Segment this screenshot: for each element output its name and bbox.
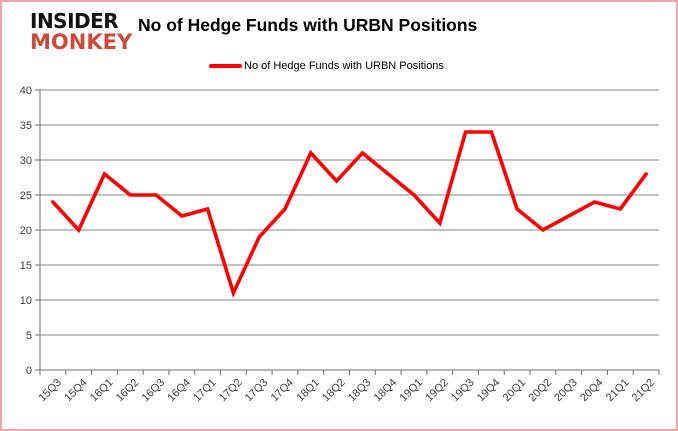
x-tick-label: 17Q4	[269, 377, 297, 405]
x-tick-label: 21Q2	[630, 377, 658, 405]
x-tick-label: 17Q2	[217, 377, 245, 405]
x-tick-label: 18Q3	[346, 377, 374, 405]
y-tick-label: 25	[20, 190, 32, 202]
y-tick-label: 40	[20, 85, 32, 97]
chart-title: No of Hedge Funds with URBN Positions	[138, 15, 478, 35]
y-tick-label: 30	[20, 155, 32, 167]
x-tick-label: 16Q1	[88, 377, 116, 405]
x-tick-label: 18Q1	[294, 377, 322, 405]
x-tick-label: 16Q2	[114, 377, 142, 405]
x-tick-label: 19Q3	[449, 377, 477, 405]
logo-text-monkey: MONKEY	[30, 30, 133, 54]
x-tick-label: 19Q2	[423, 377, 451, 405]
legend: No of Hedge Funds with URBN Positions	[209, 60, 444, 72]
x-tick-label: 18Q2	[320, 377, 348, 405]
y-tick-label: 15	[20, 260, 32, 272]
x-tick-label: 15Q4	[62, 377, 90, 405]
logo-text-insider: INSIDER	[30, 9, 119, 33]
y-tick-label: 10	[20, 295, 32, 307]
legend-line-swatch	[209, 63, 242, 69]
legend-label: No of Hedge Funds with URBN Positions	[244, 60, 444, 72]
x-tick-label: 19Q1	[398, 377, 426, 405]
x-tick-label: 19Q4	[475, 377, 503, 405]
y-tick-label: 20	[20, 225, 32, 237]
x-tick-label: 20Q3	[552, 377, 580, 405]
x-tick-label: 20Q4	[578, 377, 606, 405]
x-tick-label: 16Q4	[165, 377, 193, 405]
y-tick-label: 35	[20, 120, 32, 132]
x-tick-label: 16Q3	[140, 377, 168, 405]
x-tick-label: 20Q2	[527, 377, 555, 405]
x-tick-label: 20Q1	[501, 377, 529, 405]
insider-monkey-logo: INSIDER MONKEY	[30, 11, 132, 53]
y-tick-label: 5	[26, 330, 32, 342]
x-tick-label: 17Q1	[191, 377, 219, 405]
x-tick-label: 18Q4	[372, 377, 400, 405]
y-tick-label: 0	[26, 365, 32, 377]
urbn-series-line	[51, 130, 648, 299]
x-tick-label: 15Q3	[36, 377, 64, 405]
x-tick-label: 21Q1	[604, 377, 632, 405]
x-tick-label: 17Q3	[243, 377, 271, 405]
